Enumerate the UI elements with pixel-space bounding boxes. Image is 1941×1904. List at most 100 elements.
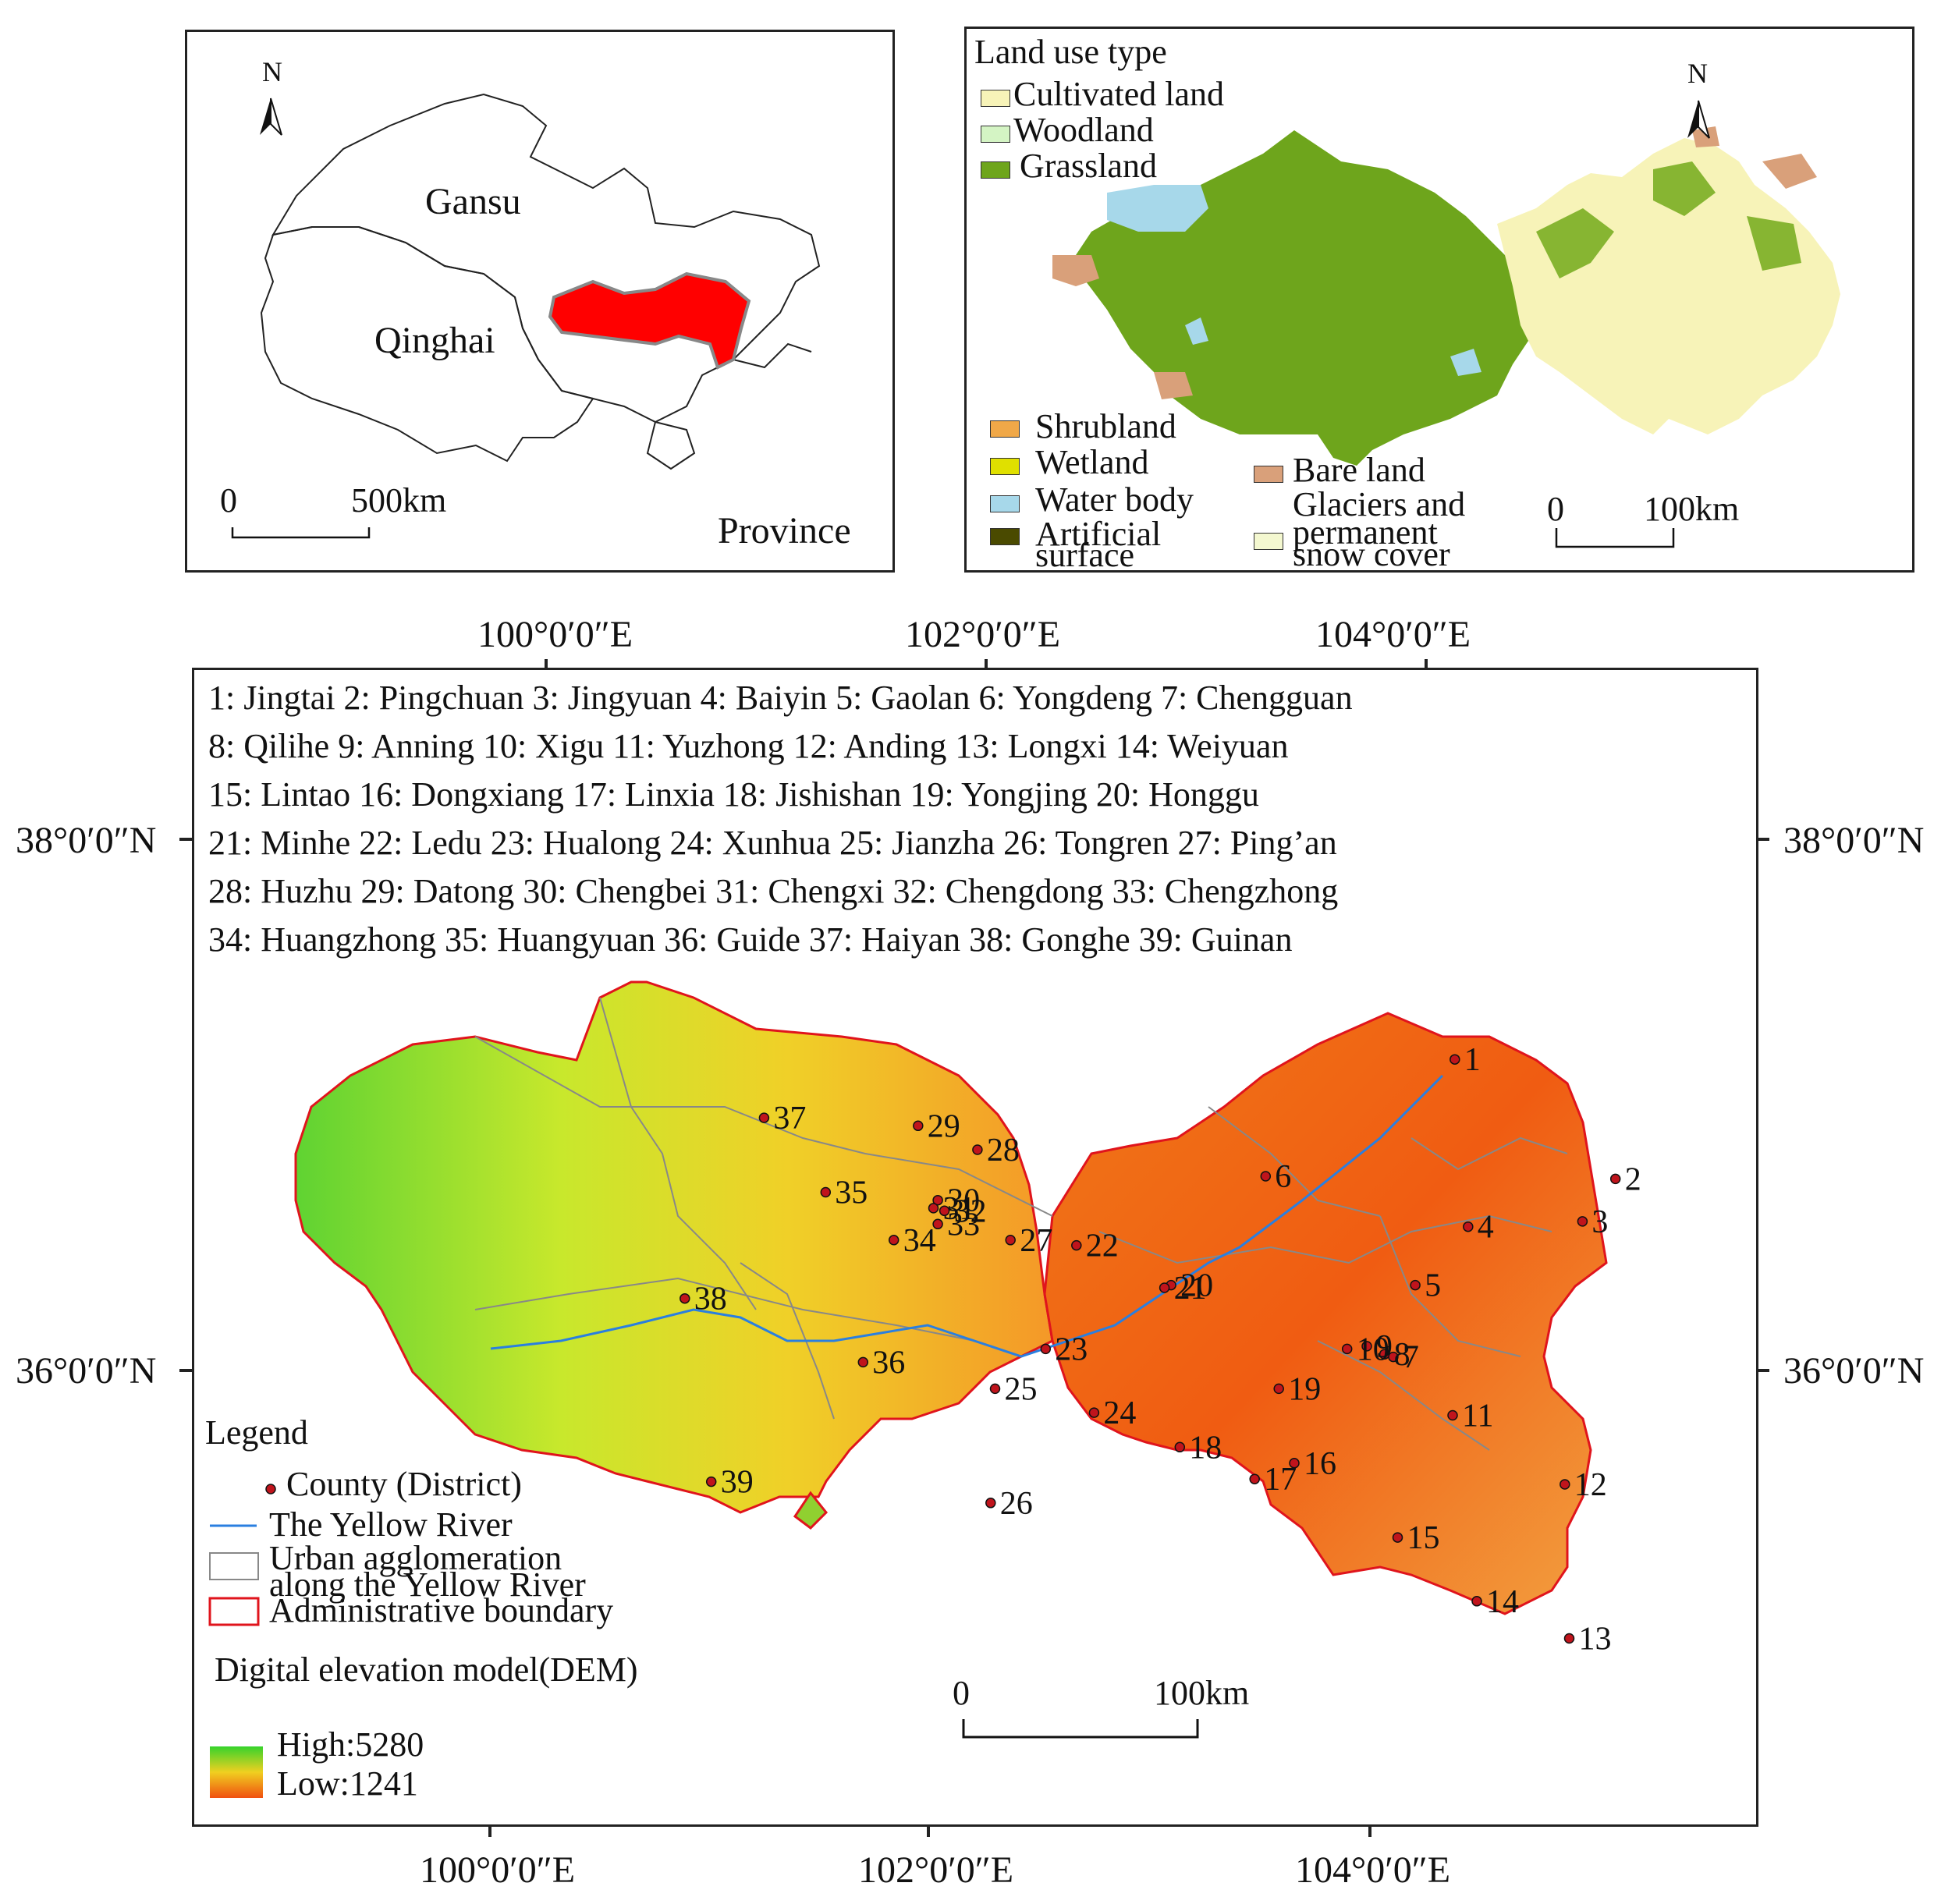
county-dot-15[interactable] (1392, 1532, 1403, 1543)
north-label: N (262, 56, 282, 87)
county-dot-4[interactable] (1463, 1221, 1474, 1232)
county-label-12: 12 (1574, 1467, 1607, 1503)
county-dot-11[interactable] (1447, 1409, 1458, 1421)
county-list-line-1: 1: Jingtai 2: Pingchuan 3: Jingyuan 4: B… (208, 679, 1353, 717)
county-label-16: 16 (1304, 1446, 1336, 1482)
county-dot-18[interactable] (1174, 1441, 1186, 1453)
legend-grassland: Grassland (1020, 147, 1157, 185)
qinghai-label: Qinghai (374, 320, 495, 361)
legend-title: Legend (205, 1413, 308, 1452)
north-arrow-icon (260, 98, 282, 136)
county-dot-34[interactable] (888, 1235, 900, 1246)
county-dot-30[interactable] (932, 1194, 943, 1206)
legend-urban-1: Urban agglomeration (269, 1539, 562, 1577)
county-dot-8[interactable] (1379, 1349, 1390, 1360)
county-dot-23[interactable] (1040, 1343, 1052, 1355)
province-map-svg (231, 93, 821, 539)
county-dot-2[interactable] (1609, 1173, 1621, 1185)
county-dot-21[interactable] (1159, 1282, 1170, 1293)
county-label-23: 23 (1055, 1331, 1088, 1367)
scale-bar (231, 527, 371, 539)
county-list-line-3: 15: Lintao 16: Dongxiang 17: Linxia 18: … (208, 775, 1259, 814)
bottom-axis-label-102: 102°0′0″E (858, 1849, 1014, 1891)
county-label-6: 6 (1275, 1159, 1291, 1195)
swatch-grassland (981, 161, 1010, 179)
county-dot-33[interactable] (932, 1218, 943, 1230)
county-dot-36[interactable] (857, 1356, 869, 1368)
county-list-line-2: 8: Qilihe 9: Anning 10: Xigu 11: Yuzhong… (208, 727, 1289, 765)
county-dot-28[interactable] (972, 1144, 983, 1155)
county-label-11: 11 (1462, 1399, 1493, 1434)
county-label-17: 17 (1264, 1462, 1297, 1498)
scale-zero: 0 (220, 481, 237, 519)
county-dot-24[interactable] (1088, 1407, 1100, 1418)
county-label-29: 29 (928, 1108, 960, 1144)
scale-bar (962, 1719, 1199, 1739)
legend-dem-low: Low:1241 (277, 1764, 418, 1803)
county-dot-12[interactable] (1560, 1479, 1570, 1490)
bottom-axis-label-104: 104°0′0″E (1295, 1849, 1451, 1891)
county-dot-39[interactable] (705, 1476, 717, 1487)
county-label-4: 4 (1478, 1210, 1494, 1246)
county-label-18: 18 (1189, 1430, 1222, 1466)
legend-glaciers-3: snow cover (1293, 539, 1450, 569)
county-label-3: 3 (1591, 1204, 1608, 1240)
county-dot-35[interactable] (820, 1186, 832, 1198)
legend-woodland: Woodland (1013, 111, 1154, 149)
county-dot-37[interactable] (758, 1112, 770, 1123)
county-dot-32[interactable] (939, 1205, 950, 1217)
county-label-13: 13 (1579, 1622, 1612, 1658)
swatch-shrubland (990, 420, 1020, 438)
county-legend-dot (265, 1484, 276, 1494)
county-dot-6[interactable] (1260, 1171, 1272, 1182)
admin-legend-box (208, 1597, 260, 1626)
county-dot-29[interactable] (913, 1120, 924, 1132)
county-dot-25[interactable] (989, 1383, 1001, 1395)
legend-cultivated: Cultivated land (1013, 75, 1225, 113)
county-label-21: 21 (1174, 1271, 1207, 1307)
county-dot-16[interactable] (1289, 1458, 1300, 1469)
landuse-map-panel: Land use type N Cultivated land Woodland… (964, 27, 1914, 573)
county-dot-14[interactable] (1471, 1596, 1482, 1607)
county-dot-10[interactable] (1341, 1343, 1353, 1355)
legend-wetland: Wetland (1035, 443, 1149, 481)
county-dot-1[interactable] (1450, 1054, 1460, 1065)
county-dot-5[interactable] (1410, 1279, 1421, 1291)
legend-county: County (District) (286, 1465, 522, 1503)
county-dot-31[interactable] (928, 1203, 939, 1214)
grassland-patches (1536, 161, 1801, 278)
county-label-7: 7 (1403, 1340, 1419, 1376)
county-dot-17[interactable] (1249, 1473, 1260, 1484)
swatch-water (990, 495, 1020, 512)
qinghai-outline (260, 226, 594, 463)
water-body (1107, 185, 1481, 376)
legend-river: The Yellow River (269, 1505, 513, 1544)
swatch-bare (1254, 466, 1283, 483)
county-dot-3[interactable] (1577, 1216, 1588, 1227)
east-outline (646, 342, 812, 470)
landuse-map-svg (1052, 100, 1840, 548)
north-label: N (1687, 58, 1708, 89)
county-markers: 1234567891011121314151617181920212223242… (680, 1042, 1641, 1658)
county-dot-9[interactable] (1361, 1341, 1372, 1352)
county-label-32: 32 (954, 1193, 987, 1229)
county-label-35: 35 (835, 1175, 868, 1211)
study-area (548, 271, 751, 370)
county-dot-19[interactable] (1273, 1383, 1284, 1395)
legend-bare: Bare land (1293, 451, 1425, 489)
scale-end: 100km (1154, 1674, 1250, 1712)
county-dot-26[interactable] (985, 1498, 996, 1509)
dem-map-panel: 1 2 3 4 5 6 7 8 9 10 11 12 13 14 15 16 17 18 19 20 21 22 23 24 2… (192, 668, 1758, 1827)
county-label-9: 9 (1376, 1329, 1393, 1365)
county-label-20: 20 (1180, 1268, 1213, 1304)
gansu-outline (271, 93, 821, 424)
county-dot-13[interactable] (1563, 1633, 1575, 1644)
dem-west-area (294, 980, 1054, 1514)
county-label-37: 37 (773, 1101, 806, 1136)
dem-map-svg: 1234567891011121314151617181920212223242… (208, 980, 1641, 1798)
county-label-14: 14 (1486, 1584, 1519, 1620)
county-dot-22[interactable] (1071, 1239, 1082, 1251)
county-dot-27[interactable] (1005, 1235, 1016, 1246)
county-label-1: 1 (1464, 1042, 1481, 1078)
county-dot-38[interactable] (680, 1292, 690, 1304)
